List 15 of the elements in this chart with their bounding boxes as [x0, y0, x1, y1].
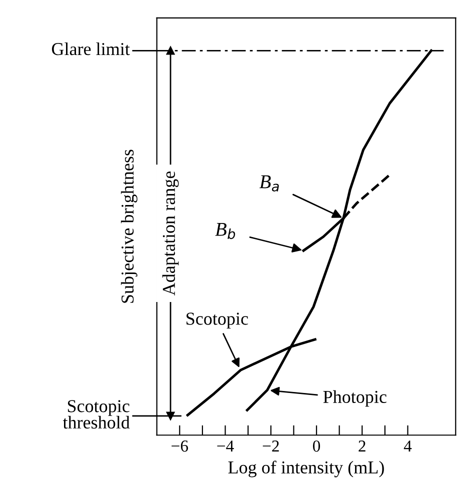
series-label: Scotopic — [186, 312, 248, 328]
text: Photopic — [323, 390, 386, 407]
x-tick-label: 0 — [312, 440, 320, 452]
ref-line-label: Scotopic threshold — [62, 400, 130, 429]
x-axis-title: Log of intensity (mL) — [228, 460, 384, 478]
x-tick-label: −4 — [217, 440, 234, 452]
ref-line-label: Glare limit — [52, 42, 130, 56]
text: Adaptation range — [162, 171, 179, 296]
x-tick-label: 4 — [404, 440, 412, 452]
x-tick-label: −2 — [262, 440, 279, 452]
x-tick-label: 2 — [358, 440, 366, 452]
x-tick-label: −6 — [172, 440, 188, 452]
y-axis-title: Subjective brightness — [120, 150, 138, 303]
annotation: B$_{a}$ — [259, 175, 279, 192]
annotation: B$_{b}$ — [215, 222, 236, 240]
